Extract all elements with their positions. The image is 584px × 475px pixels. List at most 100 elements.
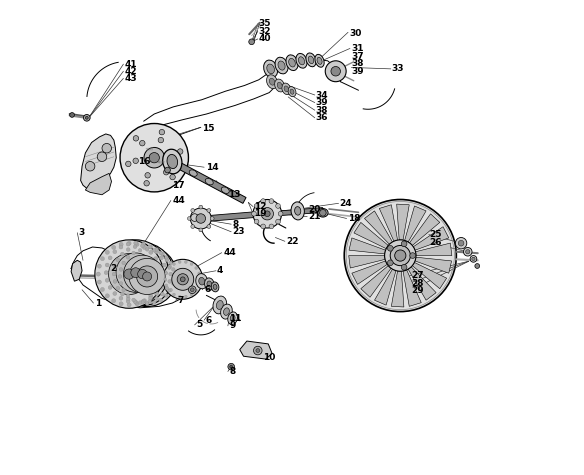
Circle shape (207, 209, 211, 212)
Text: 44: 44 (172, 196, 185, 205)
Circle shape (390, 246, 411, 266)
Ellipse shape (291, 202, 304, 220)
Text: 6: 6 (204, 285, 210, 294)
Circle shape (157, 264, 161, 268)
Circle shape (276, 204, 280, 209)
Circle shape (148, 245, 152, 249)
Ellipse shape (267, 209, 276, 219)
Circle shape (207, 225, 211, 228)
Circle shape (191, 214, 199, 221)
Circle shape (269, 199, 274, 203)
Text: 33: 33 (392, 65, 404, 73)
Ellipse shape (199, 277, 205, 285)
Circle shape (159, 298, 162, 302)
Circle shape (133, 300, 137, 304)
Circle shape (116, 258, 120, 262)
Circle shape (126, 242, 130, 246)
Ellipse shape (308, 56, 314, 64)
Circle shape (154, 256, 158, 261)
Circle shape (159, 129, 165, 135)
Text: 25: 25 (430, 230, 442, 239)
Circle shape (325, 61, 346, 82)
Circle shape (172, 268, 194, 290)
Circle shape (165, 284, 168, 287)
Circle shape (155, 250, 159, 254)
Ellipse shape (278, 61, 285, 70)
Circle shape (252, 211, 256, 216)
Text: 12: 12 (254, 202, 266, 211)
Circle shape (195, 266, 197, 269)
Circle shape (105, 250, 109, 254)
Text: 9: 9 (230, 322, 236, 330)
Ellipse shape (205, 179, 213, 185)
Ellipse shape (290, 89, 294, 94)
Circle shape (141, 242, 145, 246)
Circle shape (158, 137, 164, 143)
Circle shape (155, 292, 159, 295)
Circle shape (96, 272, 100, 276)
Circle shape (118, 275, 122, 278)
Circle shape (100, 287, 105, 292)
Circle shape (190, 293, 193, 296)
Circle shape (131, 268, 141, 277)
Ellipse shape (274, 79, 284, 92)
Circle shape (149, 250, 153, 254)
Circle shape (165, 258, 169, 262)
Circle shape (456, 238, 467, 249)
Text: 28: 28 (411, 279, 423, 287)
Circle shape (138, 301, 142, 304)
Circle shape (261, 208, 273, 220)
Circle shape (132, 251, 135, 255)
Circle shape (178, 261, 181, 264)
Circle shape (145, 172, 151, 178)
Circle shape (100, 256, 105, 261)
Circle shape (162, 278, 166, 282)
Circle shape (185, 261, 187, 264)
Circle shape (165, 256, 168, 259)
Circle shape (149, 294, 153, 298)
Text: 26: 26 (430, 238, 442, 247)
Circle shape (168, 266, 171, 269)
Text: FAST: FAST (157, 160, 166, 165)
Circle shape (249, 39, 255, 45)
Ellipse shape (163, 149, 182, 174)
Circle shape (140, 141, 145, 146)
Circle shape (172, 267, 175, 271)
Circle shape (196, 214, 206, 223)
Polygon shape (261, 208, 323, 217)
Circle shape (164, 278, 166, 281)
Ellipse shape (286, 55, 298, 70)
Circle shape (134, 300, 138, 304)
Text: 1: 1 (95, 299, 101, 307)
Circle shape (145, 302, 149, 305)
Circle shape (465, 250, 470, 254)
Circle shape (124, 261, 147, 284)
Ellipse shape (213, 296, 227, 314)
Circle shape (161, 292, 164, 296)
Circle shape (126, 161, 131, 167)
Circle shape (475, 264, 479, 268)
Circle shape (95, 240, 164, 308)
Polygon shape (85, 173, 112, 195)
Circle shape (164, 170, 169, 175)
Circle shape (122, 288, 126, 292)
Circle shape (141, 301, 144, 304)
Circle shape (145, 247, 149, 251)
Circle shape (165, 272, 168, 275)
Circle shape (135, 242, 139, 247)
Polygon shape (409, 214, 440, 246)
Ellipse shape (266, 75, 277, 89)
Circle shape (98, 152, 107, 162)
Circle shape (165, 167, 171, 173)
Ellipse shape (263, 60, 277, 77)
Circle shape (191, 209, 194, 212)
Circle shape (133, 135, 138, 141)
Circle shape (168, 289, 171, 292)
Text: 31: 31 (352, 44, 364, 53)
Circle shape (109, 254, 150, 294)
Text: 7: 7 (177, 296, 183, 304)
Text: 38: 38 (316, 106, 328, 114)
Text: 8: 8 (230, 367, 235, 376)
Polygon shape (179, 163, 246, 203)
Circle shape (137, 266, 158, 287)
